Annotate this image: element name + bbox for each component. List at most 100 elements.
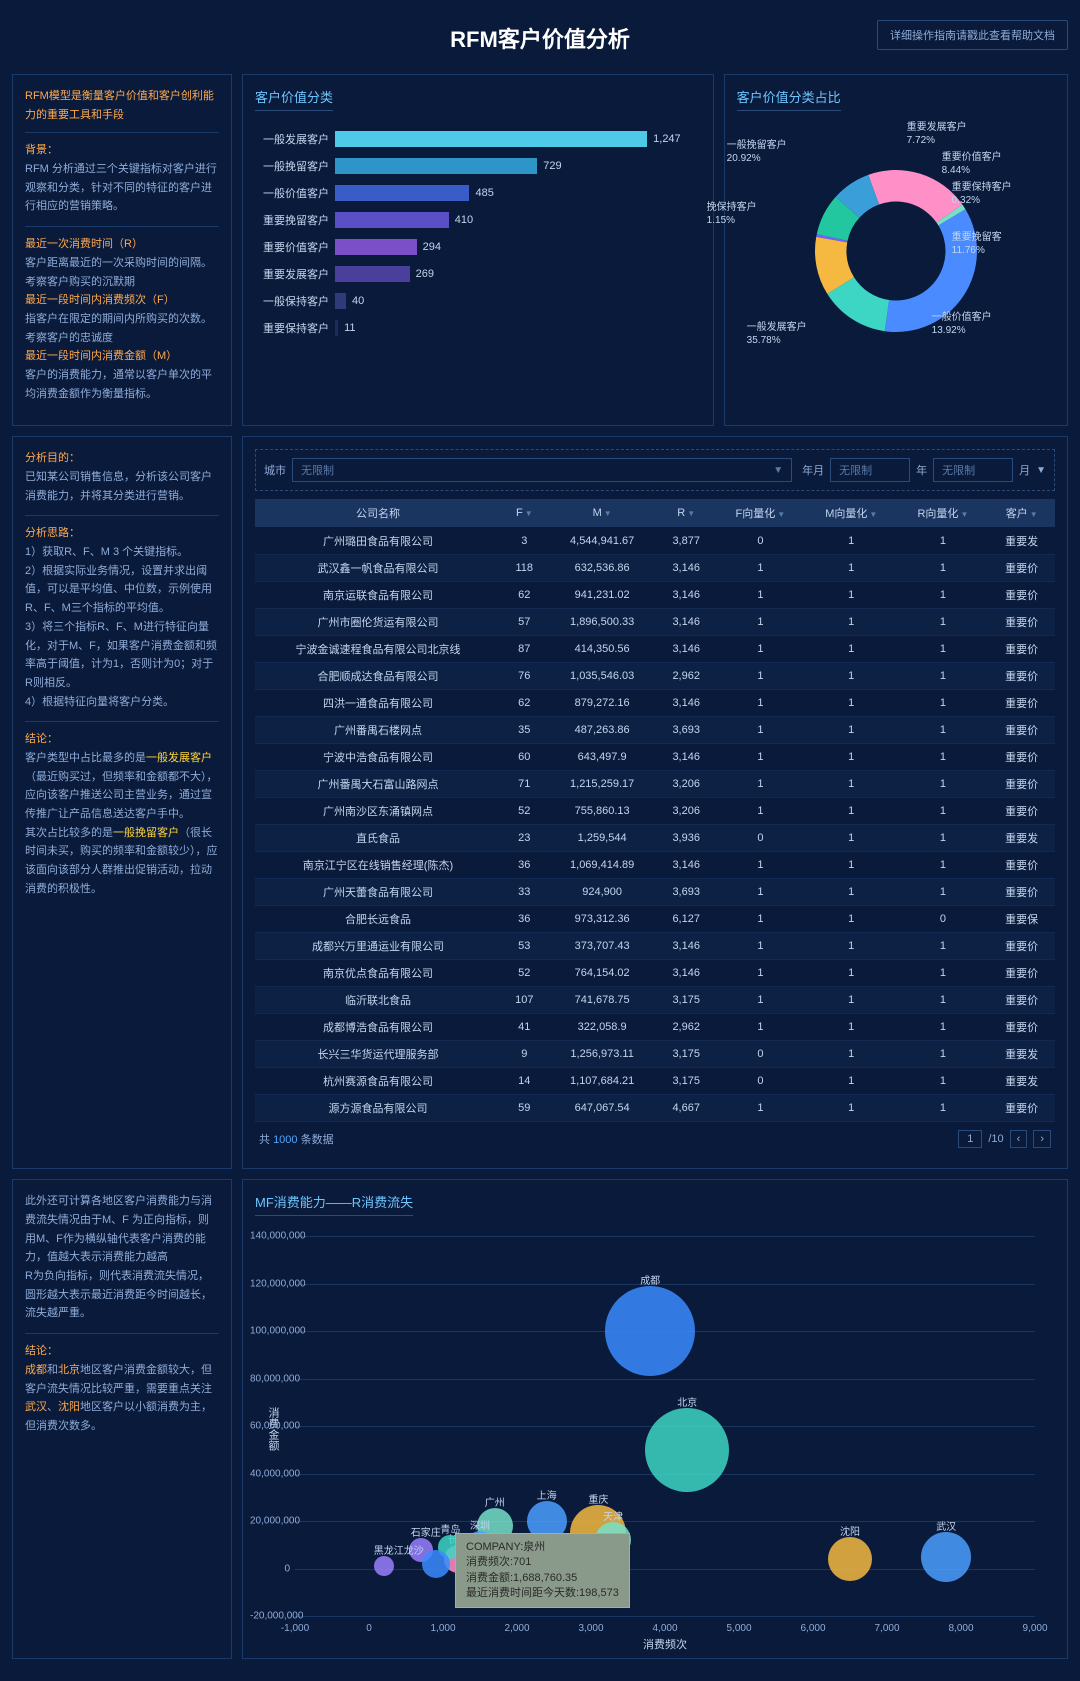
bar-fill[interactable] bbox=[335, 293, 346, 309]
bubble-point[interactable] bbox=[422, 1550, 450, 1578]
table-row[interactable]: 宁波金诚速程食品有限公司北京线87414,350.563,146111重要价 bbox=[255, 636, 1055, 663]
next-page-button[interactable]: › bbox=[1033, 1130, 1051, 1148]
y-tick: 80,000,000 bbox=[250, 1373, 290, 1384]
bar-fill[interactable] bbox=[335, 131, 647, 147]
prev-page-button[interactable]: ‹ bbox=[1010, 1130, 1028, 1148]
y-tick: 120,000,000 bbox=[250, 1278, 290, 1289]
table-row[interactable]: 广州番禺石楼网点35487,263.863,693111重要价 bbox=[255, 717, 1055, 744]
help-link[interactable]: 详细操作指南请戳此查看帮助文档 bbox=[877, 20, 1068, 50]
table-row[interactable]: 南京江宁区在线销售经理(陈杰)361,069,414.893,146111重要价 bbox=[255, 852, 1055, 879]
sidebar-section-3: 此外还可计算各地区客户消费能力与消费流失情况由于M、F 为正向指标，则用M、F作… bbox=[12, 1179, 232, 1659]
table-cell: 1 bbox=[716, 906, 805, 933]
bubble-point[interactable] bbox=[828, 1537, 872, 1581]
table-row[interactable]: 广州璐田食品有限公司34,544,941.673,877011重要发 bbox=[255, 528, 1055, 555]
table-cell: 1 bbox=[716, 1014, 805, 1041]
y-tick: 60,000,000 bbox=[250, 1421, 290, 1432]
table-row[interactable]: 广州天蕾食品有限公司33924,9003,693111重要价 bbox=[255, 879, 1055, 906]
table-cell: 4,667 bbox=[657, 1095, 716, 1122]
y-tick: 100,000,000 bbox=[250, 1326, 290, 1337]
f-label: 最近一段时间内消费频次（F） bbox=[25, 294, 175, 306]
table-cell: 1 bbox=[805, 960, 898, 987]
page-input[interactable]: 1 bbox=[958, 1130, 982, 1148]
bar-fill[interactable] bbox=[335, 212, 449, 228]
table-row[interactable]: 宁波中浩食品有限公司60643,497.93,146111重要价 bbox=[255, 744, 1055, 771]
bar-fill[interactable] bbox=[335, 320, 338, 336]
table-row[interactable]: 南京优点食品有限公司52764,154.023,146111重要价 bbox=[255, 960, 1055, 987]
table-cell: 南京优点食品有限公司 bbox=[255, 960, 501, 987]
table-cell: 1 bbox=[716, 879, 805, 906]
table-cell: 0 bbox=[716, 1041, 805, 1068]
table-header[interactable]: M▼ bbox=[548, 499, 657, 528]
bar-fill[interactable] bbox=[335, 239, 417, 255]
sidebar-section-1: RFM模型是衡量客户价值和客户创利能力的重要工具和手段 背景： RFM 分析通过… bbox=[12, 74, 232, 426]
table-cell: 重要价 bbox=[988, 609, 1055, 636]
table-cell: 1 bbox=[805, 852, 898, 879]
table-row[interactable]: 合肥顺成达食品有限公司761,035,546.032,962111重要价 bbox=[255, 663, 1055, 690]
bar-fill[interactable] bbox=[335, 158, 537, 174]
table-row[interactable]: 广州南沙区东涌镇网点52755,860.133,206111重要价 bbox=[255, 798, 1055, 825]
table-cell: 60 bbox=[501, 744, 548, 771]
table-header[interactable]: R▼ bbox=[657, 499, 716, 528]
s3-c1b: 和 bbox=[47, 1364, 58, 1376]
table-cell: 重要价 bbox=[988, 798, 1055, 825]
y-tick: 140,000,000 bbox=[250, 1231, 290, 1242]
table-header[interactable]: F向量化▼ bbox=[716, 499, 805, 528]
table-cell: 1 bbox=[716, 609, 805, 636]
table-header[interactable]: R向量化▼ bbox=[898, 499, 989, 528]
table-row[interactable]: 广州市圈伦货运有限公司571,896,500.333,146111重要价 bbox=[255, 609, 1055, 636]
table-cell: 4,544,941.67 bbox=[548, 528, 657, 555]
table-cell: 3,206 bbox=[657, 771, 716, 798]
concl1c: （最近购买过，但频率和金额都不大），应向该客户推送公司主营业务，通过宣传推广让产… bbox=[25, 771, 218, 820]
table-header[interactable]: 客户▼ bbox=[988, 499, 1055, 528]
table-row[interactable]: 成都兴万里通运业有限公司53373,707.433,146111重要价 bbox=[255, 933, 1055, 960]
s3-c2b: 、 bbox=[47, 1401, 58, 1413]
bar-value: 11 bbox=[344, 322, 355, 334]
city-filter[interactable]: 无限制 ▼ bbox=[292, 458, 792, 482]
bg-text: RFM 分析通过三个关键指标对客户进行观察和分类，针对不同的特征的客户进行相应的… bbox=[25, 163, 217, 212]
table-cell: 合肥长远食品 bbox=[255, 906, 501, 933]
table-cell: 1 bbox=[805, 879, 898, 906]
table-cell: 重要价 bbox=[988, 555, 1055, 582]
table-row[interactable]: 杭州赛源食品有限公司141,107,684.213,175011重要发 bbox=[255, 1068, 1055, 1095]
table-row[interactable]: 临沂联北食品107741,678.753,175111重要价 bbox=[255, 987, 1055, 1014]
table-cell: 36 bbox=[501, 906, 548, 933]
bubble-point[interactable] bbox=[374, 1556, 394, 1576]
chevron-down-icon: ▼ bbox=[773, 465, 783, 476]
table-header[interactable]: 公司名称 bbox=[255, 499, 501, 528]
table-cell: 2,962 bbox=[657, 1014, 716, 1041]
table-row[interactable]: 合肥长远食品36973,312.366,127110重要保 bbox=[255, 906, 1055, 933]
bar-value: 1,247 bbox=[653, 133, 681, 145]
table-cell: 35 bbox=[501, 717, 548, 744]
table-row[interactable]: 南京运联食品有限公司62941,231.023,146111重要价 bbox=[255, 582, 1055, 609]
year-filter[interactable]: 无限制 bbox=[830, 458, 910, 482]
table-cell: 1,259,544 bbox=[548, 825, 657, 852]
bar-fill[interactable] bbox=[335, 185, 469, 201]
table-row[interactable]: 成都博浩食品有限公司41322,058.92,962111重要价 bbox=[255, 1014, 1055, 1041]
table-cell: 1,035,546.03 bbox=[548, 663, 657, 690]
table-cell: 1 bbox=[805, 717, 898, 744]
table-row[interactable]: 武汉鑫一帆食品有限公司118632,536.863,146111重要价 bbox=[255, 555, 1055, 582]
table-row[interactable]: 广州番禺大石富山路网点711,215,259.173,206111重要价 bbox=[255, 771, 1055, 798]
bubble-point[interactable] bbox=[921, 1532, 971, 1582]
table-header[interactable]: M向量化▼ bbox=[805, 499, 898, 528]
month-filter[interactable]: 无限制 bbox=[933, 458, 1013, 482]
table-cell: 0 bbox=[716, 528, 805, 555]
table-cell: 重要发 bbox=[988, 1068, 1055, 1095]
table-row[interactable]: 四洪一通食品有限公司62879,272.163,146111重要价 bbox=[255, 690, 1055, 717]
bar-fill[interactable] bbox=[335, 266, 410, 282]
data-table: 公司名称F▼M▼R▼F向量化▼M向量化▼R向量化▼客户▼ 广州璐田食品有限公司3… bbox=[255, 499, 1055, 1122]
table-cell: 1 bbox=[805, 609, 898, 636]
table-header[interactable]: F▼ bbox=[501, 499, 548, 528]
table-row[interactable]: 源方源食品有限公司59647,067.544,667111重要价 bbox=[255, 1095, 1055, 1122]
table-row[interactable]: 长兴三华货运代理服务部91,256,973.113,175011重要发 bbox=[255, 1041, 1055, 1068]
concl1a: 客户类型中占比最多的是 bbox=[25, 752, 146, 764]
bar-label: 一般发展客户 bbox=[255, 131, 335, 147]
bar-label: 一般挽留客户 bbox=[255, 158, 335, 174]
s3-text2: R为负向指标，则代表消费流失情况，圆形越大表示最近消费距今时间越长，流失越严重。 bbox=[25, 1270, 212, 1319]
bubble-point[interactable] bbox=[645, 1408, 729, 1492]
table-row[interactable]: 直氏食品231,259,5443,936011重要发 bbox=[255, 825, 1055, 852]
s3-c2c: 沈阳 bbox=[58, 1401, 80, 1413]
table-cell: 107 bbox=[501, 987, 548, 1014]
chevron-down-icon: ▼ bbox=[1036, 465, 1046, 476]
bubble-point[interactable] bbox=[605, 1286, 695, 1376]
